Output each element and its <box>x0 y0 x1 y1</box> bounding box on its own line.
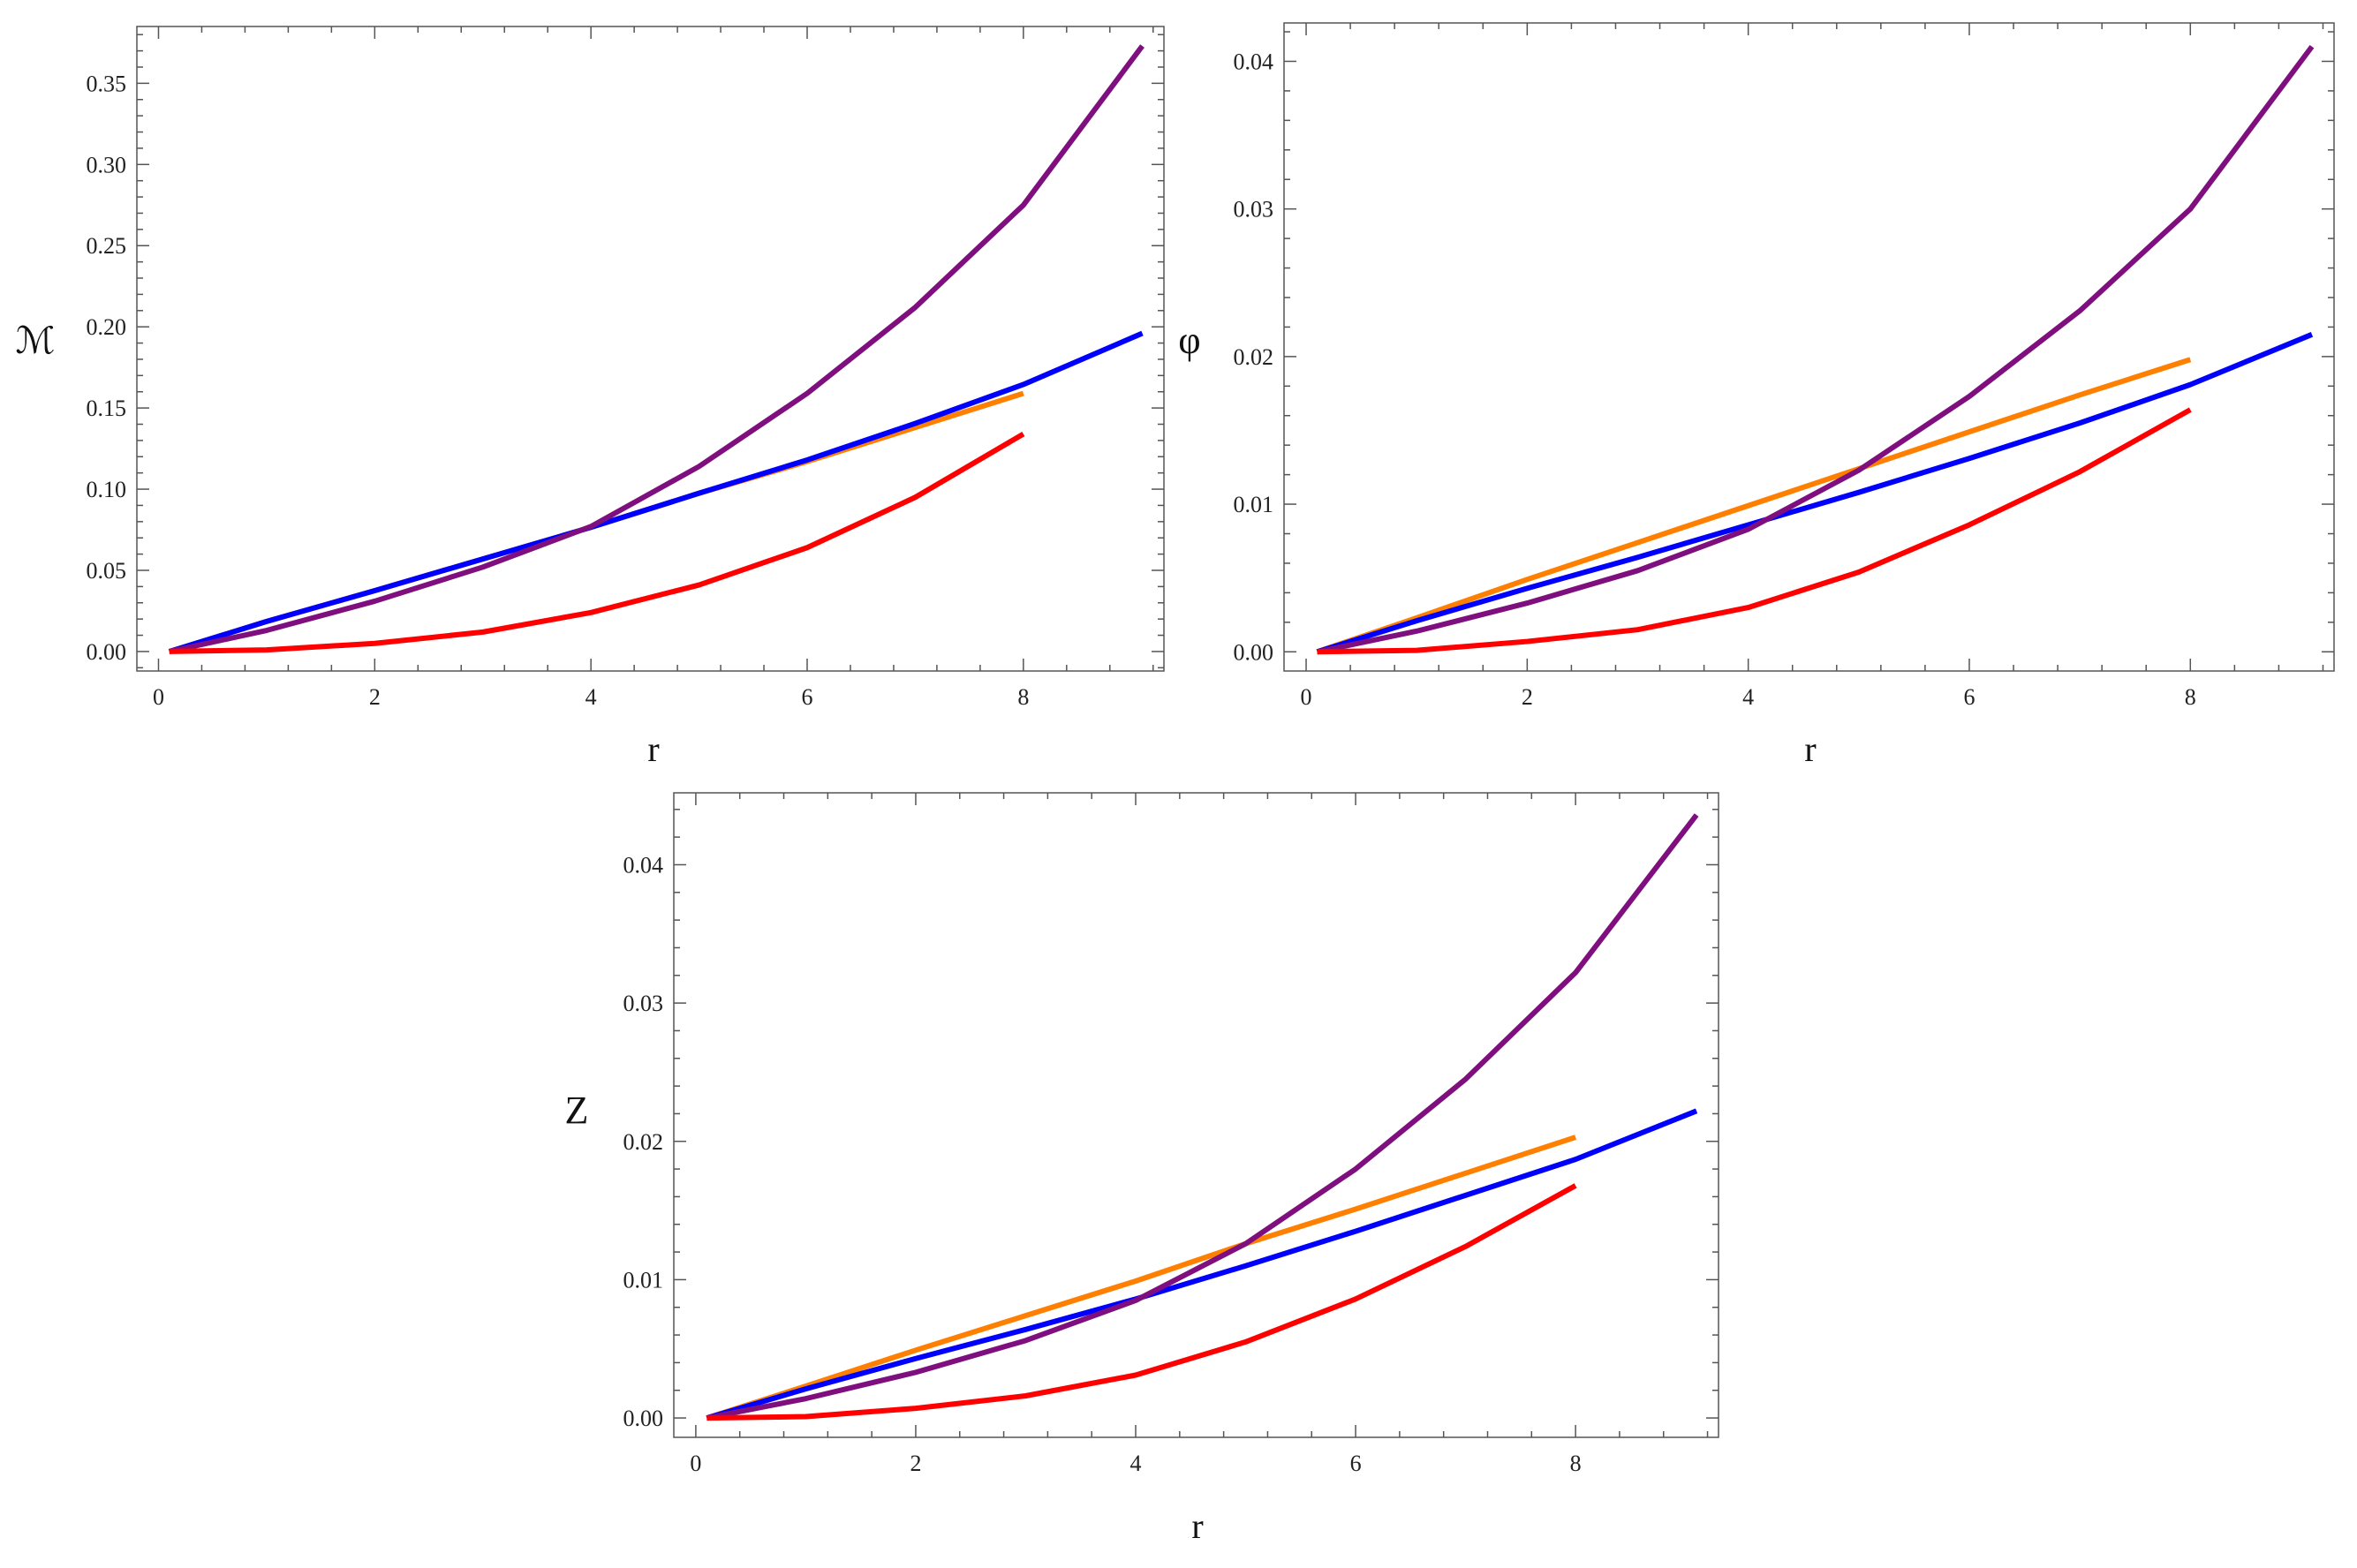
y-tick-label: 0.01 <box>623 1267 664 1293</box>
x-tick-label: 2 <box>1522 684 1533 710</box>
series-line-3 <box>169 431 1025 654</box>
y-tick-label: 0.00 <box>87 639 127 665</box>
series-line-1 <box>1316 332 2314 655</box>
y-tick-label: 0.03 <box>1234 197 1274 222</box>
y-tick-label: 0.02 <box>623 1129 664 1155</box>
y-tick-label: 0.03 <box>623 991 664 1016</box>
series-line-1 <box>706 1108 1698 1421</box>
y-tick-label: 0.04 <box>1234 49 1274 74</box>
series-line-1 <box>168 330 1144 654</box>
series-line-2 <box>169 44 1145 654</box>
plot-frame <box>1283 22 2335 672</box>
series-line-2 <box>706 813 1699 1421</box>
x-tick-label: 4 <box>1130 1451 1142 1476</box>
x-tick-label: 0 <box>1301 684 1312 710</box>
series-line-0 <box>706 1135 1577 1421</box>
x-axis-label: r <box>1191 1506 1203 1546</box>
y-axis-label: ℳ <box>16 321 56 362</box>
y-tick-label: 0.25 <box>87 233 127 259</box>
x-tick-label: 8 <box>1017 684 1029 710</box>
series-line-3 <box>706 1183 1577 1421</box>
x-axis-label: r <box>647 729 659 769</box>
chart-m: 0 2 4 6 8 0.00 0.05 0.10 0.15 0.20 0.25 0.30 0.35 ℳr <box>16 26 1165 769</box>
y-axis-label: φ <box>1178 319 1200 362</box>
x-tick-label: 6 <box>1350 1451 1362 1476</box>
y-tick-label: 0.35 <box>87 71 127 96</box>
x-tick-label: 0 <box>153 684 164 710</box>
y-tick-label: 0.00 <box>1234 639 1274 665</box>
chart-phi: 0 2 4 6 8 0.00 0.01 0.02 0.03 0.04 φ r <box>1178 22 2335 769</box>
series-line-2 <box>1316 44 2315 655</box>
x-tick-label: 0 <box>690 1451 701 1476</box>
y-tick-label: 0.30 <box>87 152 127 177</box>
x-tick-label: 2 <box>369 684 381 710</box>
x-tick-label: 6 <box>802 684 813 710</box>
x-tick-label: 4 <box>1742 684 1754 710</box>
x-tick-label: 4 <box>585 684 597 710</box>
y-tick-label: 0.20 <box>87 314 127 340</box>
y-tick-label: 0.01 <box>1234 492 1274 517</box>
series-line-0 <box>1316 357 2192 655</box>
plot-frame <box>673 792 1719 1438</box>
y-tick-label: 0.15 <box>87 396 127 421</box>
y-tick-label: 0.00 <box>623 1406 664 1431</box>
y-tick-label: 0.05 <box>87 558 127 584</box>
x-tick-label: 6 <box>1963 684 1975 710</box>
x-tick-label: 2 <box>910 1451 921 1476</box>
y-tick-label: 0.10 <box>87 477 127 502</box>
y-axis-label: Z <box>565 1089 589 1132</box>
x-tick-label: 8 <box>2185 684 2196 710</box>
y-tick-label: 0.04 <box>623 852 664 878</box>
x-axis-label: r <box>1804 729 1816 769</box>
chart-z: 0 2 4 6 8 0.00 0.01 0.02 0.03 0.04 Zr <box>565 792 1719 1546</box>
series-line-3 <box>1317 407 2192 655</box>
y-tick-label: 0.02 <box>1234 344 1274 370</box>
plot-frame <box>136 26 1165 672</box>
x-tick-label: 8 <box>1570 1451 1582 1476</box>
